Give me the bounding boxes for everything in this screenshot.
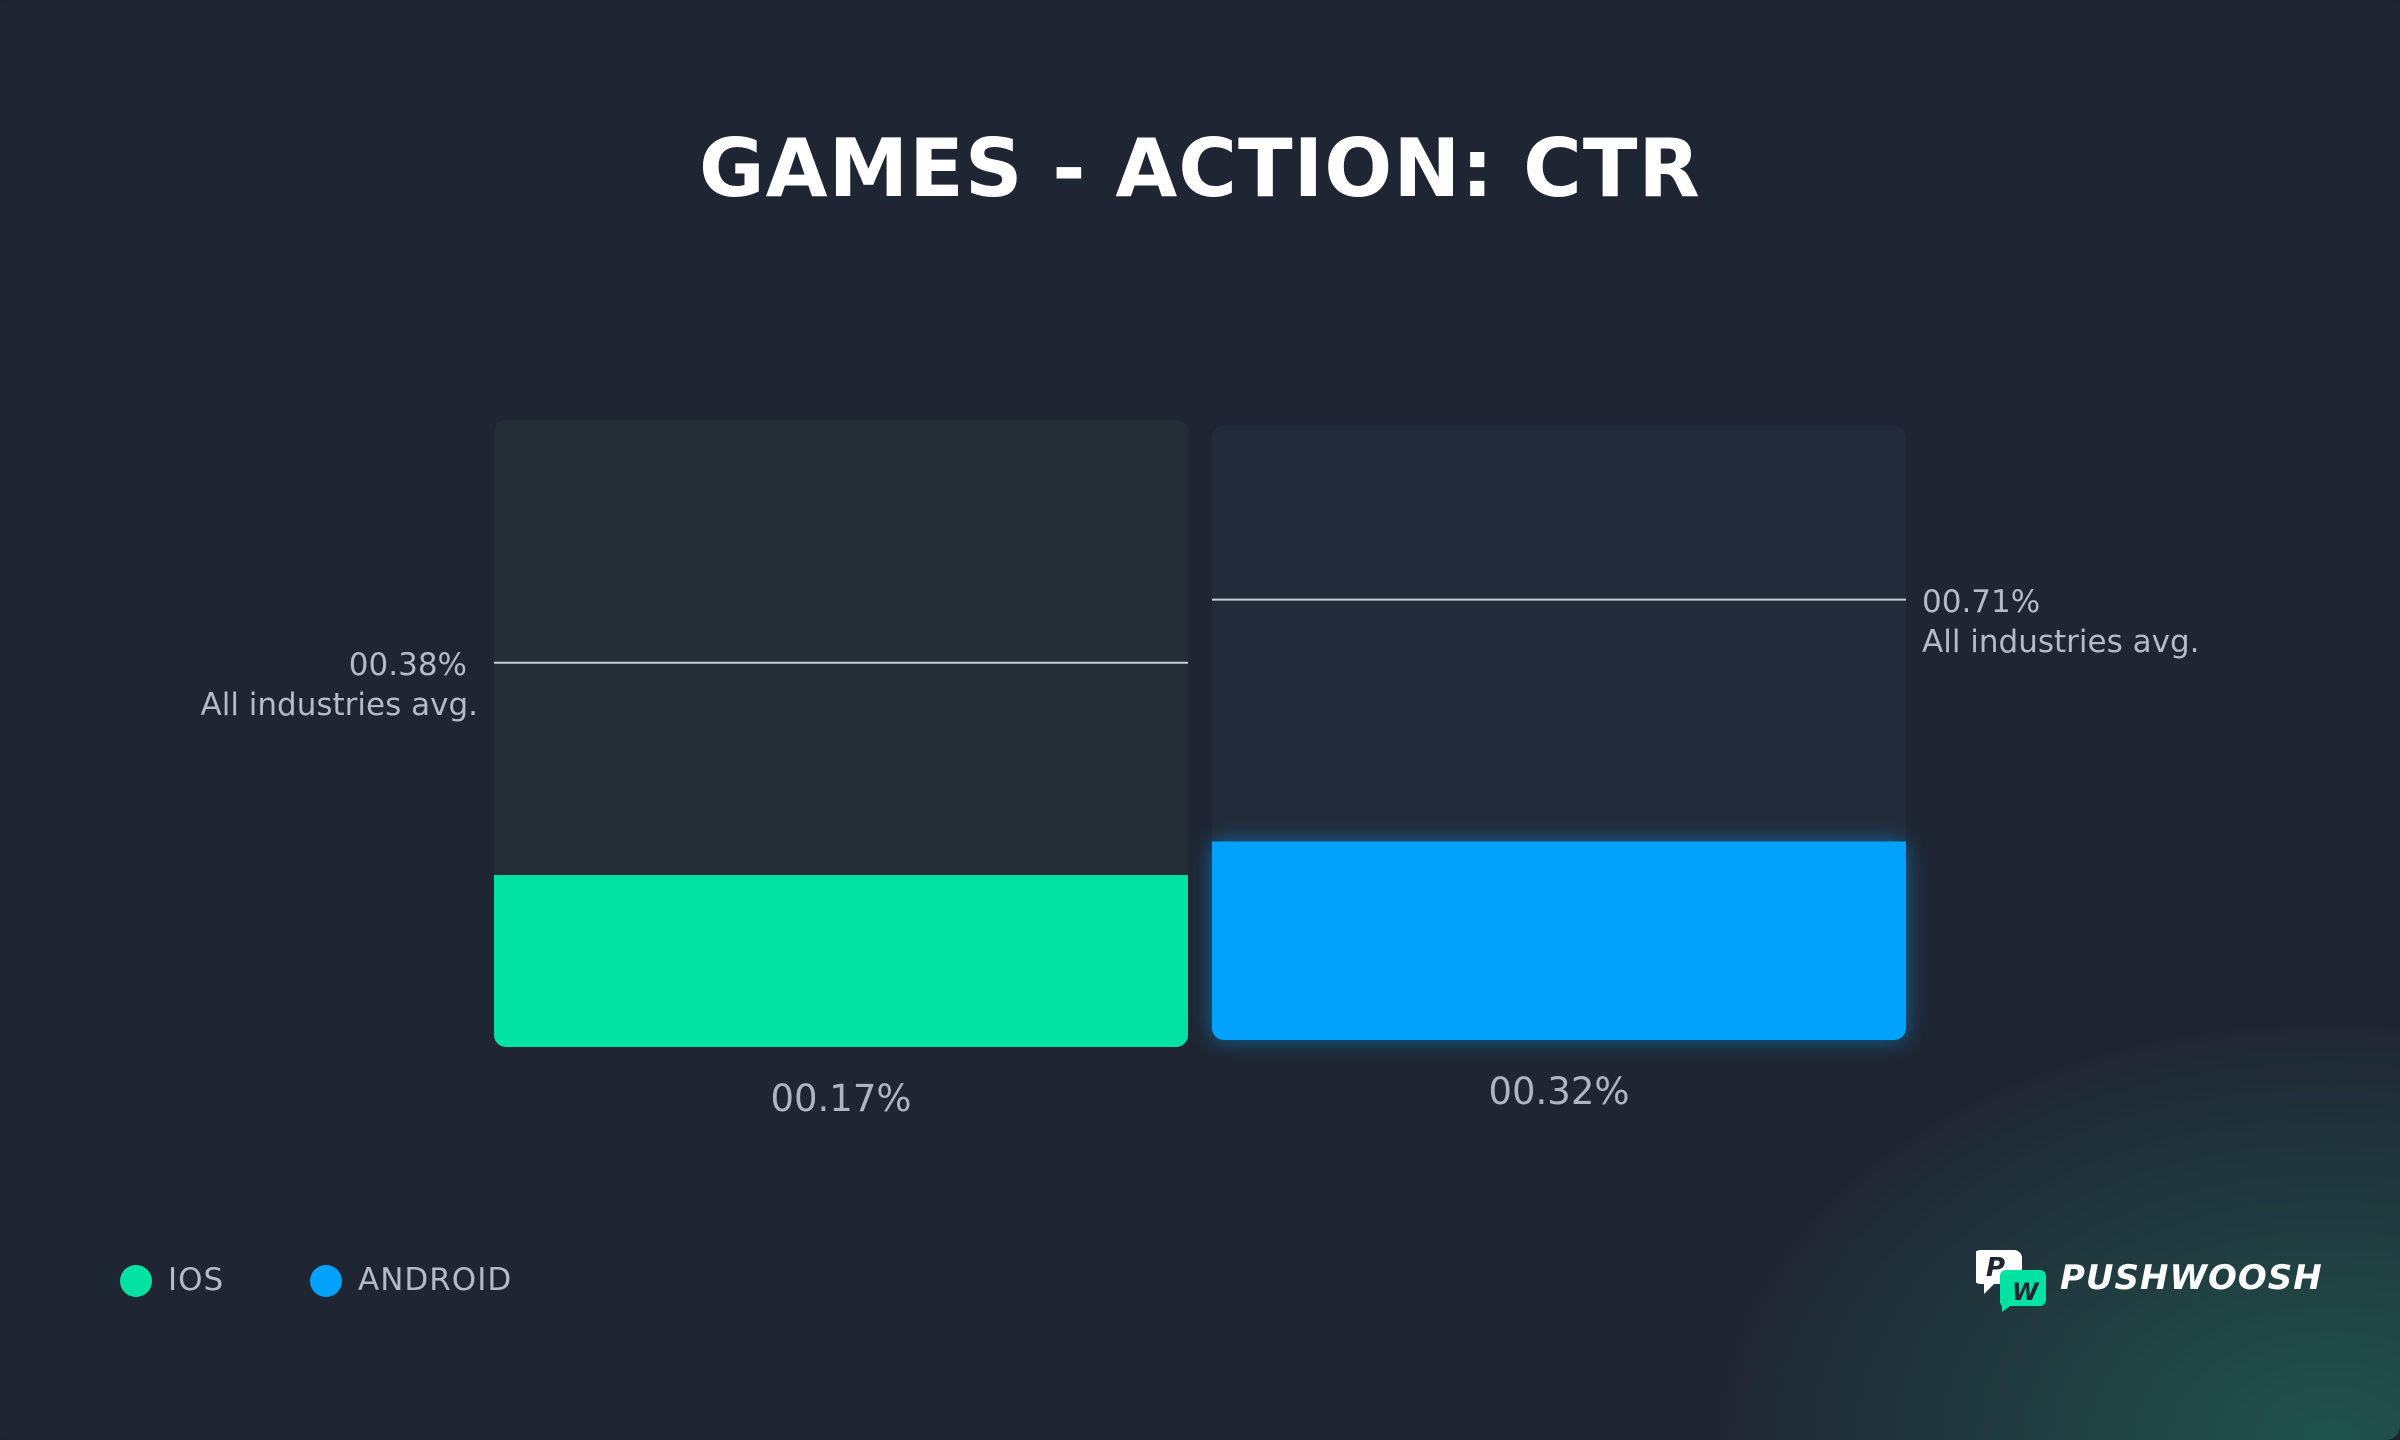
svg-text:W: W: [2012, 1278, 2040, 1306]
ios-bar-top-edge: [494, 875, 1188, 890]
ios-avg-value: 00.38%: [348, 646, 467, 683]
android-dot-icon: [310, 1265, 342, 1297]
ios-bar: [494, 875, 1188, 1047]
ios-dot-icon: [120, 1265, 152, 1297]
pushwoosh-logo-icon: P W: [1976, 1250, 2046, 1312]
legend-label-android: ANDROID: [358, 1262, 513, 1298]
android-bar-top-edge: [1212, 841, 1906, 856]
ios-value-label: 00.17%: [770, 1077, 912, 1120]
chart-title: GAMES - ACTION: CTR: [698, 122, 1701, 215]
ios-avg-label: All industries avg.: [200, 686, 479, 723]
android-bar: [1212, 841, 1906, 1040]
android-avg-value: 00.71%: [1922, 583, 2041, 620]
android-avg-label: All industries avg.: [1922, 623, 2200, 660]
brand-name: PUSHWOOSH: [2060, 1258, 2323, 1298]
android-value-label: 00.32%: [1488, 1070, 1630, 1113]
legend-label-ios: IOS: [168, 1262, 225, 1298]
